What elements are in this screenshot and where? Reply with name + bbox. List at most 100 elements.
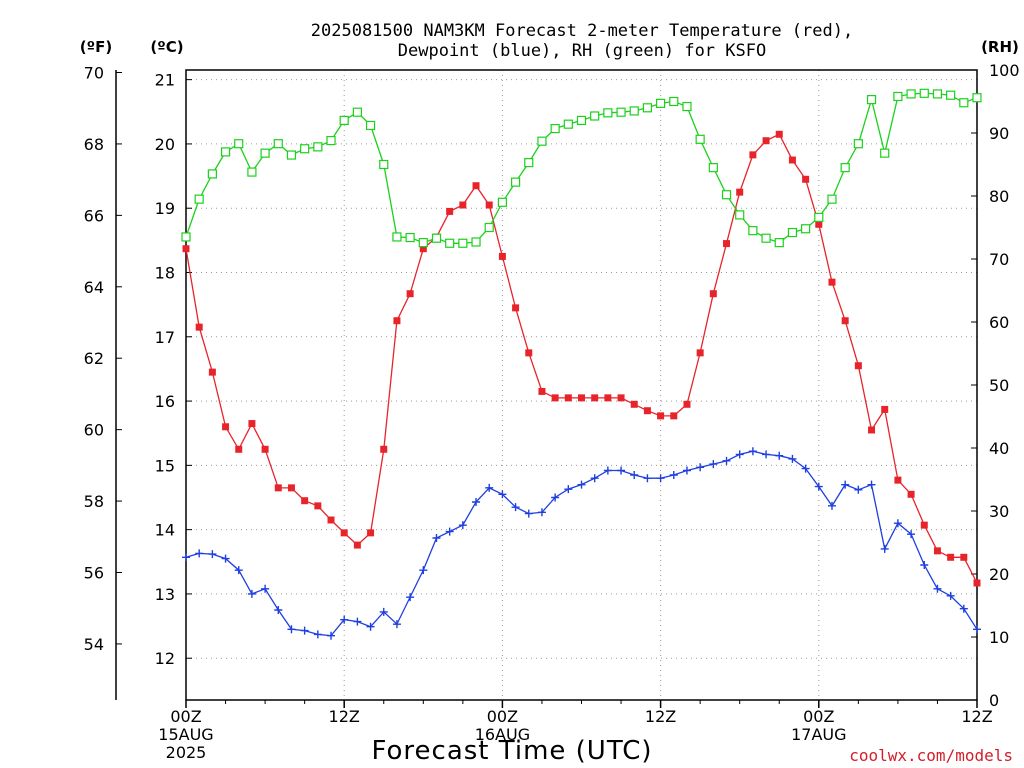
temperature-point <box>472 182 480 190</box>
rh-point <box>603 108 613 118</box>
rh-tick-label: 40 <box>989 439 1009 458</box>
dewpoint-point <box>867 480 876 489</box>
temperature-point <box>736 188 744 196</box>
title-line-1: 2025081500 NAM3KM Forecast 2-meter Tempe… <box>311 21 853 41</box>
dewpoint-point <box>445 527 454 536</box>
rh-point <box>497 197 507 207</box>
dewpoint-point <box>630 471 639 479</box>
dewpoint-point <box>247 589 256 598</box>
dewpoint-point <box>735 450 744 459</box>
rh-point <box>524 158 534 168</box>
temperature-point <box>947 553 955 561</box>
x-tick-label: 16AUG <box>475 725 530 744</box>
temperature-point <box>525 349 533 357</box>
series-2 <box>181 88 982 248</box>
rh-point <box>590 111 600 121</box>
temperature-point <box>314 502 322 510</box>
rh-tick-label: 70 <box>989 250 1009 269</box>
celsius-axis: 12 13 14 15 16 17 18 19 20 21 <box>155 71 192 668</box>
x-tick-label: 15AUG <box>158 725 213 744</box>
rh-point <box>313 142 323 152</box>
rh-point <box>682 101 692 112</box>
temperature-point <box>235 445 243 453</box>
dewpoint-point <box>709 460 718 469</box>
rh-point <box>721 190 732 200</box>
c-tick-label: 18 <box>155 264 175 283</box>
rh-point <box>880 148 890 158</box>
dewpoint-point <box>722 456 731 465</box>
temperature-point <box>419 245 427 253</box>
dewpoint-point <box>392 620 401 629</box>
plot-frame <box>185 69 978 701</box>
rh-tick-label: 100 <box>989 61 1020 80</box>
rh-point <box>642 103 653 113</box>
temperature-point <box>933 547 941 555</box>
dewpoint-point <box>880 544 889 553</box>
c-tick-label: 20 <box>155 135 175 154</box>
dewpoint-point <box>775 451 784 460</box>
dewpoint-point <box>564 485 573 494</box>
dewpoint-point <box>287 625 296 634</box>
x-tick-label: 12Z <box>645 707 676 726</box>
temperature-point <box>498 252 506 260</box>
rh-point <box>445 238 455 248</box>
rh-point <box>616 107 626 117</box>
rh-point <box>418 238 428 248</box>
x-axis-title: Forecast Time (UTC) <box>371 736 652 766</box>
dewpoint-point <box>379 607 388 616</box>
rh-axis: 0 10 20 30 40 50 60 70 80 90 100 <box>971 61 1020 710</box>
dewpoint-point <box>643 474 652 483</box>
dewpoint-point <box>327 631 336 640</box>
temperature-point <box>868 426 876 434</box>
temperature-point <box>538 387 546 395</box>
rh-point <box>510 177 521 187</box>
dewpoint-point <box>603 466 612 475</box>
rh-point <box>655 98 666 108</box>
temperature-point <box>367 529 375 537</box>
dewpoint-point <box>551 493 560 502</box>
rh-point <box>484 222 494 233</box>
temperature-point <box>459 201 467 209</box>
temperature-point <box>683 400 691 408</box>
series-layer <box>181 88 982 640</box>
temperature-point <box>828 278 836 286</box>
temperature-point <box>815 220 823 228</box>
temperature-point <box>208 368 216 376</box>
rh-tick-label: 80 <box>989 187 1009 206</box>
rh-point <box>906 89 916 99</box>
dewpoint-point <box>406 593 415 602</box>
temperature-point <box>841 317 849 325</box>
dewpoint-point <box>893 519 902 528</box>
rh-point <box>194 194 204 204</box>
rh-point <box>471 237 481 247</box>
temperature-point <box>657 412 665 420</box>
rh-point <box>247 167 257 177</box>
rh-point <box>392 232 402 242</box>
rh-point <box>563 119 573 129</box>
rh-tick-label: 30 <box>989 502 1009 521</box>
rh-point <box>286 150 297 160</box>
dewpoint-point <box>577 480 586 489</box>
temperature-point <box>894 476 902 484</box>
rh-tick-label: 60 <box>989 313 1009 332</box>
temperature-point <box>775 130 783 138</box>
rh-point <box>814 212 824 223</box>
rh-point <box>866 95 877 105</box>
dewpoint-point <box>669 471 678 479</box>
dewpoint-point <box>788 454 797 463</box>
rh-point <box>774 238 784 248</box>
rh-point <box>959 98 969 108</box>
f-tick-label: 66 <box>84 206 104 225</box>
f-tick-label: 56 <box>84 564 104 583</box>
f-tick-label: 60 <box>84 421 104 440</box>
dewpoint-point <box>524 509 533 518</box>
temperature-point <box>301 497 309 505</box>
dewpoint-point <box>748 447 757 456</box>
dewpoint-point <box>313 630 322 639</box>
dewpoint-point <box>432 534 441 542</box>
rh-point <box>695 134 705 144</box>
dewpoint-point <box>419 566 428 575</box>
rh-point <box>379 159 389 170</box>
